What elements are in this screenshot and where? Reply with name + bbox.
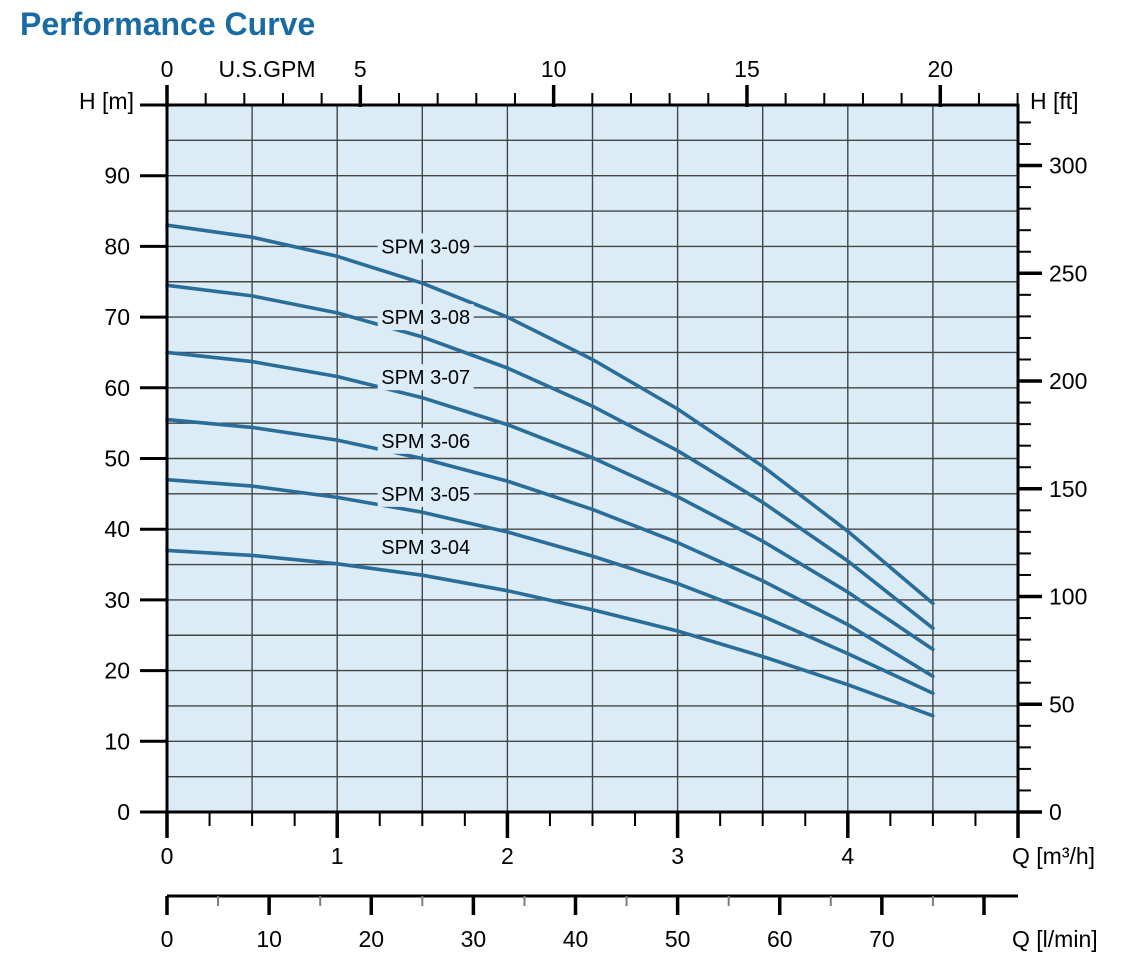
h-ft-tick-label: 250 bbox=[1049, 260, 1087, 286]
h-m-tick-label: 60 bbox=[104, 375, 130, 401]
curve-label: SPM 3-09 bbox=[381, 236, 470, 258]
q-lmin-tick-label: 30 bbox=[461, 926, 487, 952]
q-lmin-tick-label: 40 bbox=[563, 926, 589, 952]
pump-curve-spm-3-09 bbox=[165, 223, 935, 606]
curve-label: SPM 3-06 bbox=[381, 431, 470, 453]
q-m3h-tick-label: 3 bbox=[671, 843, 684, 869]
curve-label: SPM 3-07 bbox=[381, 367, 470, 389]
gpm-tick-label: 15 bbox=[734, 56, 760, 82]
gpm-tick-label: 0 bbox=[161, 56, 174, 82]
h-m-tick-label: 90 bbox=[104, 163, 130, 189]
curve-label-bg bbox=[377, 480, 474, 507]
q-lmin-tick-label: 0 bbox=[161, 926, 174, 952]
q-lmin-tick-label: 70 bbox=[869, 926, 895, 952]
curve-label: SPM 3-05 bbox=[381, 484, 470, 506]
q-lmin-tick-label: 20 bbox=[358, 926, 384, 952]
curve-label-bg bbox=[377, 304, 474, 331]
curve-label-bg bbox=[377, 364, 474, 391]
q-lmin-tick-label: 10 bbox=[256, 926, 282, 952]
h-ft-tick-label: 0 bbox=[1049, 799, 1062, 825]
q-lmin-tick-label: 60 bbox=[767, 926, 793, 952]
h-m-tick-label: 30 bbox=[104, 587, 130, 613]
q-m3h-tick-label: 4 bbox=[841, 843, 854, 869]
gpm-tick-label: 20 bbox=[927, 56, 953, 82]
h-m-tick-label: 10 bbox=[104, 728, 130, 754]
q-m3h-tick-label: 1 bbox=[331, 843, 344, 869]
pump-curve-spm-3-07 bbox=[165, 350, 935, 652]
x-bottom-axis-unit-label: Q [m³/h] bbox=[1012, 843, 1096, 869]
gpm-tick-label: 10 bbox=[541, 56, 567, 82]
h-m-tick-label: 20 bbox=[104, 658, 130, 684]
q-m3h-tick-label: 2 bbox=[501, 843, 514, 869]
pump-curve-spm-3-04 bbox=[165, 548, 935, 718]
h-m-tick-label: 50 bbox=[104, 446, 130, 472]
x-top-axis-unit-label: U.S.GPM bbox=[218, 56, 316, 82]
pump-curve-spm-3-05 bbox=[165, 477, 935, 695]
curve-label: SPM 3-08 bbox=[381, 307, 470, 329]
curve-label-bg bbox=[377, 533, 474, 560]
pump-curve-spm-3-08 bbox=[165, 283, 935, 630]
curve-label-bg bbox=[377, 233, 474, 260]
h-ft-tick-label: 100 bbox=[1049, 584, 1087, 610]
page-title: Performance Curve bbox=[20, 6, 316, 42]
gpm-tick-label: 5 bbox=[354, 56, 367, 82]
curve-label: SPM 3-04 bbox=[381, 537, 470, 559]
q-lmin-tick-label: 50 bbox=[665, 926, 691, 952]
pump-curve-spm-3-06 bbox=[165, 417, 935, 679]
h-m-tick-label: 40 bbox=[104, 516, 130, 542]
h-ft-tick-label: 300 bbox=[1049, 153, 1087, 179]
h-m-tick-label: 0 bbox=[117, 799, 130, 825]
y-right-axis-unit-label: H [ft] bbox=[1030, 88, 1079, 114]
q-m3h-tick-label: 0 bbox=[161, 843, 174, 869]
h-ft-tick-label: 200 bbox=[1049, 368, 1087, 394]
y-left-axis-unit-label: H [m] bbox=[79, 88, 134, 114]
curve-label-bg bbox=[377, 427, 474, 454]
h-ft-tick-label: 50 bbox=[1049, 691, 1075, 717]
h-m-tick-label: 80 bbox=[104, 233, 130, 259]
h-m-tick-label: 70 bbox=[104, 304, 130, 330]
x-bottom2-axis-unit-label: Q [l/min] bbox=[1012, 926, 1098, 952]
h-ft-tick-label: 150 bbox=[1049, 476, 1087, 502]
